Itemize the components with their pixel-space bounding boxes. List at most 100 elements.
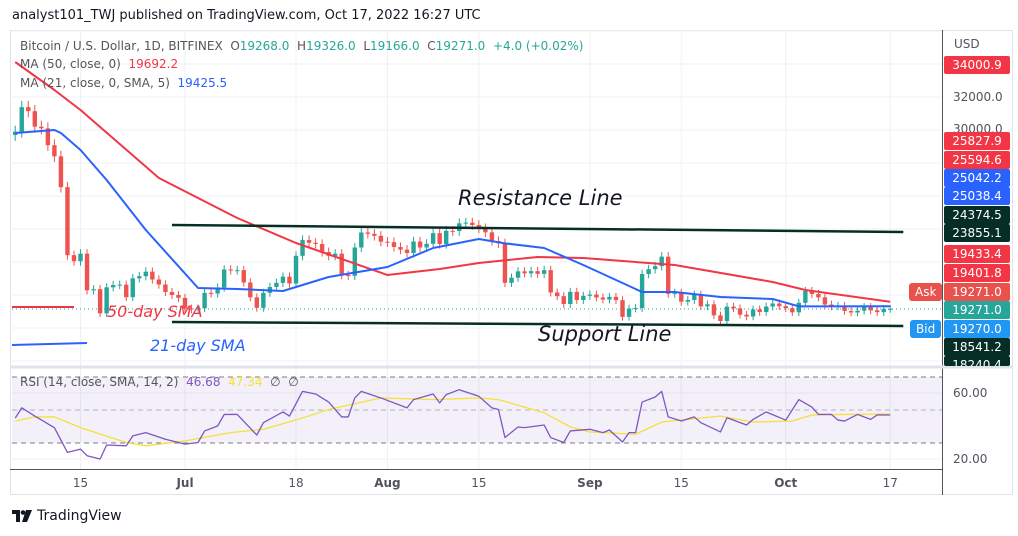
- candle[interactable]: [404, 245, 410, 258]
- candle[interactable]: [672, 288, 677, 298]
- rsi-legend[interactable]: RSI (14, close, SMA, 14, 2) 46.68 47.34 …: [20, 375, 299, 389]
- candle[interactable]: [84, 249, 90, 295]
- candle[interactable]: [718, 311, 723, 325]
- candle[interactable]: [39, 120, 44, 135]
- candle[interactable]: [208, 288, 214, 298]
- candle[interactable]: [117, 280, 122, 290]
- candle[interactable]: [261, 288, 266, 312]
- candle[interactable]: [489, 227, 495, 246]
- candle[interactable]: [280, 272, 286, 287]
- candle[interactable]: [600, 293, 606, 304]
- candle[interactable]: [528, 266, 534, 278]
- candle[interactable]: [679, 288, 684, 306]
- candle[interactable]: [568, 287, 573, 308]
- candle[interactable]: [346, 270, 351, 281]
- candle[interactable]: [71, 250, 77, 266]
- candle[interactable]: [463, 217, 468, 229]
- candle[interactable]: [45, 122, 51, 151]
- candle[interactable]: [169, 287, 175, 300]
- candle[interactable]: [156, 275, 162, 289]
- candle[interactable]: [195, 304, 201, 314]
- candle[interactable]: [372, 229, 377, 241]
- candle[interactable]: [692, 290, 697, 304]
- candle[interactable]: [842, 301, 847, 315]
- candle[interactable]: [65, 181, 70, 260]
- candle[interactable]: [228, 265, 233, 275]
- candle[interactable]: [561, 292, 566, 308]
- candle[interactable]: [417, 236, 423, 253]
- candle[interactable]: [587, 290, 593, 300]
- candle[interactable]: [287, 272, 292, 288]
- candle[interactable]: [104, 283, 109, 318]
- candle[interactable]: [143, 267, 149, 281]
- candle[interactable]: [365, 227, 371, 239]
- candle[interactable]: [509, 273, 514, 287]
- candle[interactable]: [594, 290, 599, 302]
- candle[interactable]: [535, 266, 540, 279]
- candle[interactable]: [411, 236, 416, 258]
- candle[interactable]: [319, 239, 325, 257]
- candle[interactable]: [32, 104, 38, 133]
- candle[interactable]: [221, 265, 227, 292]
- candle[interactable]: [757, 305, 762, 316]
- tradingview-logo[interactable]: TradingView: [12, 508, 122, 524]
- candle[interactable]: [378, 231, 384, 247]
- candle[interactable]: [110, 280, 116, 292]
- candle[interactable]: [332, 249, 338, 261]
- candle[interactable]: [874, 306, 880, 316]
- candle[interactable]: [515, 267, 521, 282]
- candle[interactable]: [698, 290, 704, 311]
- candle[interactable]: [541, 265, 547, 279]
- candle[interactable]: [476, 220, 482, 234]
- candle[interactable]: [724, 302, 730, 325]
- candle[interactable]: [150, 267, 155, 284]
- candle[interactable]: [163, 280, 168, 297]
- candle[interactable]: [868, 303, 873, 315]
- candle[interactable]: [502, 238, 508, 287]
- candle[interactable]: [620, 296, 625, 321]
- candle[interactable]: [855, 306, 860, 317]
- candle[interactable]: [685, 296, 691, 306]
- currency-label[interactable]: USD: [954, 37, 980, 51]
- candle[interactable]: [189, 304, 194, 314]
- candle[interactable]: [352, 242, 357, 281]
- candle[interactable]: [385, 237, 390, 247]
- candle[interactable]: [705, 300, 710, 311]
- candle[interactable]: [58, 150, 64, 193]
- candle[interactable]: [848, 307, 854, 317]
- candle[interactable]: [796, 298, 802, 317]
- candle[interactable]: [555, 288, 560, 301]
- candle[interactable]: [52, 139, 57, 163]
- candle[interactable]: [306, 235, 312, 248]
- candle[interactable]: [666, 252, 671, 298]
- candle[interactable]: [391, 237, 397, 252]
- candle[interactable]: [313, 238, 318, 249]
- candle[interactable]: [398, 242, 403, 255]
- ma21-legend[interactable]: MA (21, close, 0, SMA, 5) 19425.5: [20, 76, 227, 90]
- candle[interactable]: [78, 249, 83, 266]
- candle[interactable]: [581, 291, 586, 304]
- candle[interactable]: [763, 302, 769, 316]
- candle[interactable]: [633, 304, 638, 313]
- candle[interactable]: [483, 223, 488, 238]
- candle[interactable]: [744, 310, 749, 321]
- candle[interactable]: [659, 252, 664, 271]
- candle[interactable]: [737, 304, 743, 319]
- candle[interactable]: [711, 300, 717, 320]
- candle[interactable]: [613, 292, 619, 305]
- candle[interactable]: [26, 100, 31, 118]
- candle[interactable]: [300, 235, 305, 261]
- candle[interactable]: [430, 228, 436, 249]
- candle[interactable]: [809, 286, 815, 299]
- candle[interactable]: [574, 287, 579, 304]
- candle[interactable]: [646, 264, 651, 279]
- candle[interactable]: [130, 274, 135, 302]
- candle[interactable]: [607, 292, 612, 304]
- candle[interactable]: [241, 265, 246, 287]
- candle[interactable]: [176, 290, 181, 302]
- candle[interactable]: [97, 285, 103, 318]
- candle[interactable]: [783, 302, 788, 313]
- ma50-legend[interactable]: MA (50, close, 0) 19692.2: [20, 57, 178, 71]
- candle[interactable]: [13, 125, 18, 141]
